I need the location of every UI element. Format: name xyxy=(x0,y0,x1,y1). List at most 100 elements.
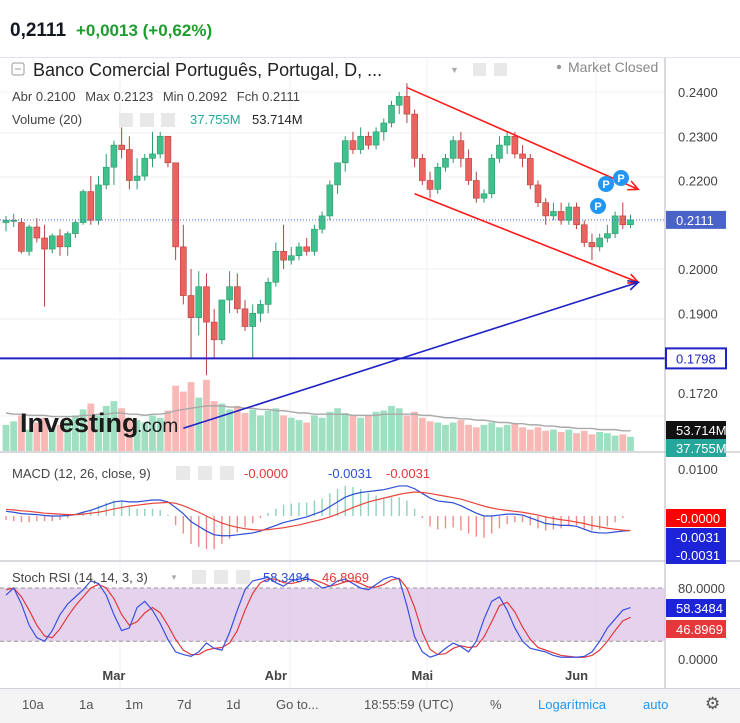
support-trendline[interactable] xyxy=(183,281,639,430)
auto-toggle[interactable]: auto xyxy=(643,697,669,712)
volume-ma-value: 37.755M xyxy=(190,112,241,127)
volume-bar xyxy=(95,415,102,451)
range-1y[interactable]: 1a xyxy=(79,697,94,712)
close-icon[interactable] xyxy=(236,570,250,584)
candle-body xyxy=(149,153,156,159)
candle-body xyxy=(519,153,526,159)
volume-bar xyxy=(280,415,287,451)
settings-icon[interactable] xyxy=(140,113,154,127)
stoch-k-line xyxy=(5,575,631,658)
symbol-title[interactable]: Banco Comercial Português, Portugal, D, … xyxy=(33,60,382,80)
eye-icon[interactable] xyxy=(176,466,190,480)
range-1d[interactable]: 1d xyxy=(226,697,241,712)
market-status: Market Closed xyxy=(568,59,658,75)
candle-body xyxy=(534,184,542,203)
goto-button[interactable]: Go to... xyxy=(276,697,319,712)
price-axis-label: 0.2000 xyxy=(678,262,718,277)
volume-bar xyxy=(264,410,272,451)
dropdown-icon[interactable]: ▼ xyxy=(450,65,459,75)
volume-bar xyxy=(488,422,496,451)
volume-bar xyxy=(2,424,10,451)
candle-body xyxy=(565,206,573,221)
eye-icon[interactable] xyxy=(119,113,133,127)
bottom-toolbar: 10a 1a 1m 7d 1d Go to... 18:55:59 (UTC) … xyxy=(0,688,740,723)
close-icon[interactable] xyxy=(220,466,234,480)
volume-bar xyxy=(233,405,241,451)
main-legend: Banco Comercial Português, Portugal, D, … xyxy=(11,59,658,127)
volume-bar xyxy=(550,429,557,451)
channel-upper-line[interactable] xyxy=(406,86,639,191)
volume-bar xyxy=(303,422,311,451)
price-chart[interactable]: Investing .com P P P Banco Comercial Por… xyxy=(0,58,740,688)
candle-body xyxy=(334,162,341,186)
volume-bar xyxy=(380,410,388,451)
settings-icon[interactable] xyxy=(198,466,212,480)
price-axis[interactable]: 0.2400 0.2300 0.2200 0.2000 0.1900 0.1720 0.21… xyxy=(665,85,727,667)
candle-body xyxy=(311,228,318,252)
volume-bar xyxy=(56,424,64,451)
settings-icon[interactable] xyxy=(494,63,507,76)
stoch-d-tag: 46.8969 xyxy=(676,622,723,637)
candle-body xyxy=(280,251,287,261)
volume-bar xyxy=(326,411,334,451)
macd-legend: MACD (12, 26, close, 9) -0.0000 -0.0031 … xyxy=(12,466,430,481)
volume-bar xyxy=(318,417,326,451)
time-axis[interactable]: Mar Abr Mai Jun xyxy=(102,668,588,683)
volume-bar xyxy=(311,415,318,451)
range-1m[interactable]: 1m xyxy=(125,697,144,712)
candle-body xyxy=(272,251,280,283)
eye-icon[interactable] xyxy=(473,63,486,76)
macd-value: -0.0031 xyxy=(328,466,372,481)
volume-bar xyxy=(149,415,156,451)
volume-bar xyxy=(87,403,95,451)
volume-ma-tag: 37.755M xyxy=(676,441,727,456)
log-toggle[interactable]: Logarítmica xyxy=(538,697,606,712)
volume-bar xyxy=(526,429,534,451)
candle-body xyxy=(141,158,149,177)
candle-body xyxy=(365,135,372,146)
close-icon[interactable] xyxy=(161,113,175,127)
settings-icon[interactable] xyxy=(214,570,228,584)
stoch-k-value: 58.3484 xyxy=(263,570,310,585)
candle-body xyxy=(380,122,388,133)
high-value: 0.2123 xyxy=(113,89,153,104)
candle-body xyxy=(33,226,41,239)
candle-body xyxy=(449,140,457,159)
candle-body xyxy=(526,158,534,186)
volume-ma-tag-bg xyxy=(666,439,726,457)
range-10y[interactable]: 10a xyxy=(22,697,44,712)
macd-hist-tag-bg xyxy=(666,509,726,527)
clock[interactable]: 18:55:59 (UTC) xyxy=(364,697,454,712)
eye-icon[interactable] xyxy=(192,570,206,584)
settings-icon[interactable]: ⚙ xyxy=(705,694,721,713)
volume-bars xyxy=(2,379,634,451)
volume-bar xyxy=(395,408,403,451)
volume-bar xyxy=(41,417,48,451)
close-value: 0.2111 xyxy=(262,89,300,104)
candle-body xyxy=(234,286,241,310)
svg-text:Abr 0.2100 Max 0.2123 Min 0.: Abr 0.2100 Max 0.2123 Min 0.2092 Fch 0.2… xyxy=(12,89,300,104)
stoch-d-tag-bg xyxy=(666,620,726,638)
collapse-icon[interactable] xyxy=(11,62,25,76)
candle-body xyxy=(287,255,295,261)
volume-bar xyxy=(210,401,218,451)
volume-bar xyxy=(596,432,604,451)
candle-body xyxy=(465,158,472,181)
percent-toggle[interactable]: % xyxy=(490,697,502,712)
stoch-axis-label: 0.0000 xyxy=(678,652,718,667)
candle-body xyxy=(133,175,141,181)
candle-body xyxy=(56,235,64,248)
macd-hist-tag: -0.0000 xyxy=(676,511,720,526)
range-7d[interactable]: 7d xyxy=(177,697,192,712)
trendlines[interactable] xyxy=(183,86,640,430)
volume-bar xyxy=(195,397,203,451)
candle-body xyxy=(226,286,233,301)
candle-body xyxy=(87,191,95,221)
candle-body xyxy=(503,135,511,146)
channel-lower-line[interactable] xyxy=(414,193,639,284)
volume-bar xyxy=(619,434,627,451)
macd-histogram xyxy=(5,486,624,550)
candle-body xyxy=(511,135,519,155)
candle-body xyxy=(611,215,619,234)
dropdown-icon[interactable]: ▼ xyxy=(170,573,178,582)
